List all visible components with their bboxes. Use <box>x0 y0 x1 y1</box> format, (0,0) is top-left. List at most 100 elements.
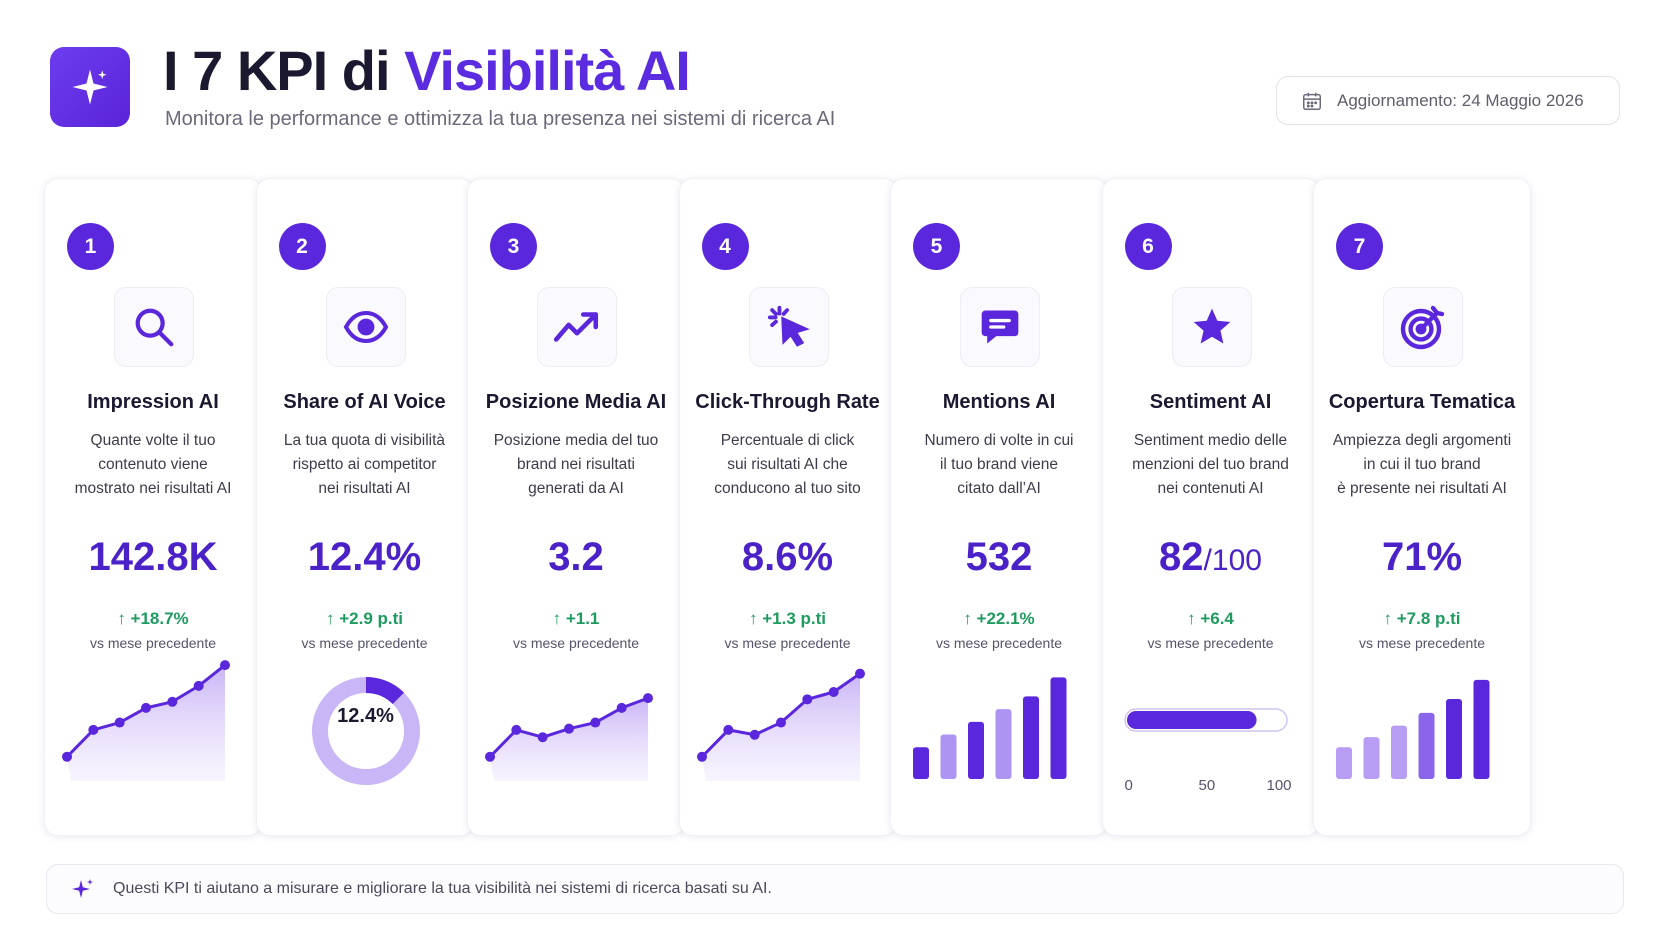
kpi-value: 142.8K <box>45 535 261 580</box>
kpi-description-line: rispetto ai competitor <box>292 456 437 473</box>
kpi-card: 6 Sentiment AI Sentiment medio delle menzio… <box>1101 178 1320 836</box>
arrow-up-icon: ↑ <box>552 609 566 628</box>
kpi-value: 3.2 <box>468 535 684 580</box>
kpi-value-main: 532 <box>965 535 1033 579</box>
kpi-delta-value: +1.3 p.ti <box>762 609 826 628</box>
arrow-up-icon: ↑ <box>963 609 977 628</box>
kpi-value-main: 12.4% <box>307 535 422 579</box>
chart-bar <box>1473 679 1490 779</box>
kpi-number-badge: 1 <box>67 223 114 270</box>
kpi-value-main: 8.6% <box>741 535 834 579</box>
kpi-icon-box <box>1171 287 1252 367</box>
target-icon <box>1399 303 1447 351</box>
kpi-description-line: nei risultati AI <box>318 480 411 497</box>
kpi-delta-value: +7.8 p.ti <box>1396 609 1461 628</box>
chart-point <box>62 751 72 762</box>
kpi-chart <box>311 677 420 785</box>
kpi-delta-value: +18.7% <box>130 609 189 628</box>
chart-bar <box>1023 696 1039 779</box>
kpi-description: Ampiezza degli argomenti in cui il tuo br… <box>1320 429 1524 501</box>
kpi-description-line: Quante volte il tuo <box>90 432 216 449</box>
kpi-title: Impression AI <box>87 391 219 413</box>
kpi-title: Share of AI Voice <box>283 391 446 413</box>
kpi-card: 3 Posizione Media AI Posizione media del t… <box>467 178 685 836</box>
kpi-icon-box <box>748 287 829 367</box>
chart-bar <box>968 721 984 779</box>
donut-center-label: 12.4% <box>337 705 394 727</box>
kpi-value-main: 71% <box>1381 535 1463 579</box>
sparkle-icon <box>72 879 93 898</box>
kpi-value: 82/100 <box>1103 535 1319 580</box>
page-title-prefix: I 7 KPI di <box>163 39 405 102</box>
chart-point <box>854 668 865 679</box>
chart-point <box>801 694 812 705</box>
kpi-description-line: Sentiment medio delle <box>1133 432 1288 449</box>
kpi-number-badge: 2 <box>278 223 326 270</box>
kpi-description-line: Ampiezza degli argomenti <box>1332 432 1512 449</box>
chart-point <box>722 724 733 735</box>
chart-bar <box>913 747 929 779</box>
kpi-card: 1 Impression AI Quante volte il tuo contenu… <box>44 178 262 836</box>
kpi-description: La tua quota di visibilità rispetto ai co… <box>263 429 467 501</box>
kpi-value-main: 142.8K <box>88 535 218 579</box>
chart-area-fill <box>490 698 648 781</box>
brand-logo <box>50 47 130 127</box>
chart-point <box>749 729 760 740</box>
kpi-comparison-label: vs mese precedente <box>89 635 217 651</box>
chart-bar <box>1363 737 1380 779</box>
progress-tick-label: 0 <box>1124 777 1133 794</box>
kpi-number-badge: 5 <box>913 223 960 270</box>
kpi-title: Mentions AI <box>942 391 1056 413</box>
kpi-comparison-label: vs mese precedente <box>301 635 428 651</box>
kpi-card: 7 Copertura Tematica Ampiezza degli argome… <box>1313 178 1531 836</box>
kpi-delta: ↑ +7.8 p.ti <box>1314 609 1530 629</box>
chart-point <box>193 680 204 691</box>
kpi-comparison-label: vs mese precedente <box>1147 635 1274 651</box>
chart-point <box>828 687 839 697</box>
kpi-chart <box>913 677 1067 779</box>
kpi-description-line: menzioni del tuo brand <box>1132 456 1289 473</box>
arrow-up-icon: ↑ <box>1383 609 1397 628</box>
eye-icon <box>342 303 390 351</box>
kpi-number-badge: 6 <box>1124 223 1172 270</box>
search-icon <box>131 304 177 350</box>
donut-segment <box>311 677 420 785</box>
kpi-title: Sentiment AI <box>1149 391 1272 413</box>
chart-bar <box>940 734 957 779</box>
kpi-description-line: brand nei risultati <box>516 456 636 473</box>
chart-point <box>167 696 178 707</box>
kpi-value: 532 <box>891 535 1107 580</box>
kpi-chart <box>1123 708 1288 732</box>
kpi-title: Click-Through Rate <box>695 391 880 413</box>
kpi-description-line: La tua quota di visibilità <box>283 432 446 449</box>
kpi-description-line: generati da AI <box>528 480 624 497</box>
kpi-comparison-label: vs mese precedente <box>512 635 640 651</box>
kpi-description-line: è presente nei risultati AI <box>1337 480 1507 497</box>
kpi-number-badge: 3 <box>490 223 537 270</box>
chart-point <box>643 693 653 704</box>
kpi-number-badge: 4 <box>701 223 749 270</box>
kpi-description-line: mostrato nei risultati AI <box>74 480 232 497</box>
update-date-badge: Aggiornamento: 24 Maggio 2026 <box>1276 76 1620 125</box>
calendar-icon <box>1303 92 1321 110</box>
sparkle-icon <box>72 69 108 105</box>
kpi-comparison-label: vs mese precedente <box>724 635 851 651</box>
kpi-icon-box <box>325 287 406 367</box>
arrow-up-icon: ↑ <box>1187 609 1201 628</box>
kpi-description-line: Percentuale di click <box>720 432 855 449</box>
kpi-delta: ↑ +1.3 p.ti <box>680 609 896 629</box>
progress-tick-label: 50 <box>1198 777 1216 794</box>
kpi-delta: ↑ +6.4 <box>1103 609 1319 629</box>
kpi-description-line: Posizione media del tuo <box>493 432 659 449</box>
arrow-up-icon: ↑ <box>325 609 340 628</box>
kpi-number-badge: 7 <box>1336 223 1383 270</box>
kpi-description-line: sui risultati AI che <box>727 456 848 473</box>
kpi-value: 12.4% <box>257 535 473 580</box>
kpi-value: 71% <box>1314 535 1530 580</box>
kpi-card: 5 Mentions AI Numero di volte in cui il tuo… <box>890 178 1108 836</box>
kpi-description-line: contenuto viene <box>98 456 208 473</box>
page-subtitle: Monitora le performance e ottimizza la t… <box>165 108 836 130</box>
chat-bubble-icon <box>978 305 1022 349</box>
kpi-chart <box>1336 679 1490 779</box>
kpi-delta: ↑ +2.9 p.ti <box>257 609 473 629</box>
